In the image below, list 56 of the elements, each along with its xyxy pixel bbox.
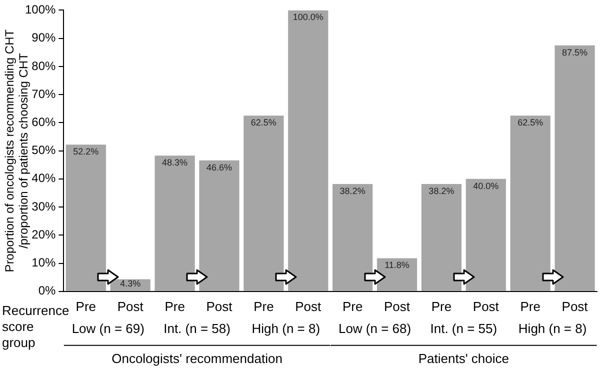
data-label: 4.3%	[120, 278, 141, 288]
bar	[376, 258, 418, 291]
bar	[199, 160, 240, 291]
bar	[66, 144, 106, 291]
text: Low (n = 68)	[338, 320, 412, 336]
data-label: 11.8%	[384, 260, 410, 270]
y-tick-label: 0%	[38, 284, 56, 298]
data-label: 48.3%	[162, 158, 188, 168]
x-tick-label: Post	[562, 298, 588, 314]
y-tick-label: 100%	[24, 2, 56, 17]
y-tick-label: 30%	[32, 199, 56, 214]
text: Int. (n = 55)	[430, 320, 498, 336]
x-tick-label: Post	[384, 298, 410, 314]
y-tick-label: 70%	[32, 86, 56, 101]
data-label: 40.0%	[473, 180, 499, 191]
bar	[332, 184, 373, 291]
text: Int. (n = 58)	[164, 320, 230, 336]
text: Patients' choice	[418, 350, 509, 366]
data-label: 46.6%	[206, 162, 232, 172]
x-tick-label: Pre	[520, 298, 540, 314]
bar	[244, 116, 284, 291]
data-label: 52.2%	[73, 146, 99, 157]
x-axis-title: Recurrence score group	[2, 302, 70, 350]
y-axis-title: Proportion of oncologists recommending CHT /proportion of patients choosing CHT	[2, 28, 30, 272]
data-label: 100.0%	[292, 12, 324, 22]
x-tick-label: Post	[295, 298, 322, 314]
data-label: 62.5%	[250, 118, 276, 128]
x-tick-label: Pre	[76, 298, 96, 314]
y-tick-label: 60%	[32, 114, 56, 129]
y-tick-label: 40%	[32, 171, 56, 186]
y-tick-label: 80%	[32, 58, 56, 73]
data-label: 38.2%	[340, 186, 366, 196]
bar	[154, 156, 195, 291]
y-tick-label: 20%	[32, 227, 56, 242]
bar	[466, 178, 506, 291]
x-tick-label: Pre	[342, 298, 363, 314]
bar	[510, 116, 550, 291]
text: Oncologists' recommendation	[112, 350, 282, 366]
data-label: 87.5%	[562, 47, 588, 58]
x-tick-label: Post	[117, 298, 144, 314]
bar	[421, 184, 462, 291]
text: High (n = 8)	[518, 320, 587, 336]
text: Low (n = 69)	[72, 320, 144, 336]
y-tick-label: 90%	[32, 30, 56, 45]
data-label: 62.5%	[518, 118, 544, 128]
x-tick-label: Pre	[431, 298, 452, 314]
x-tick-label: Post	[206, 298, 233, 314]
x-tick-label: Post	[472, 298, 500, 314]
x-tick-label: Pre	[164, 298, 185, 314]
y-tick-label: 10%	[32, 256, 56, 270]
text: High (n = 8)	[252, 320, 320, 336]
bar	[554, 45, 595, 291]
y-tick-label: 50%	[32, 143, 56, 158]
bar	[288, 10, 328, 291]
x-tick-label: Pre	[254, 298, 274, 314]
data-label: 38.2%	[428, 186, 454, 196]
